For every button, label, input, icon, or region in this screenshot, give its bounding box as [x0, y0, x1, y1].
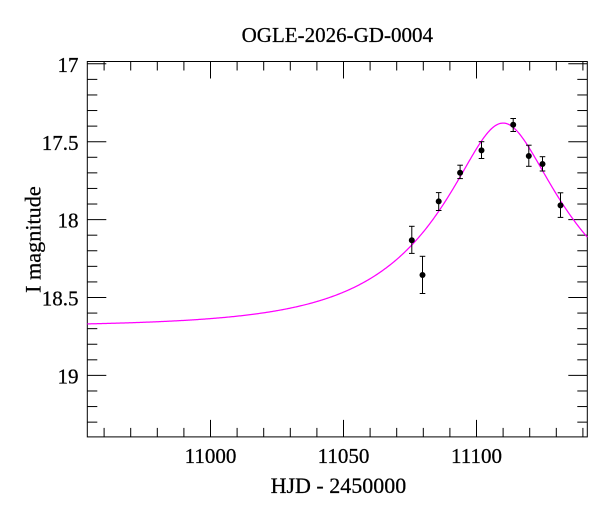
svg-text:19: 19 — [58, 364, 79, 388]
svg-text:I magnitude: I magnitude — [21, 186, 46, 293]
svg-text:11100: 11100 — [451, 444, 502, 468]
svg-text:11000: 11000 — [185, 444, 237, 468]
svg-text:11050: 11050 — [318, 444, 370, 468]
svg-text:HJD - 2450000: HJD - 2450000 — [271, 473, 407, 498]
svg-text:17: 17 — [58, 53, 79, 77]
svg-text:18: 18 — [58, 209, 79, 233]
svg-text:OGLE-2026-GD-0004: OGLE-2026-GD-0004 — [242, 23, 434, 47]
svg-text:17.5: 17.5 — [42, 131, 79, 155]
svg-text:18.5: 18.5 — [42, 287, 79, 311]
